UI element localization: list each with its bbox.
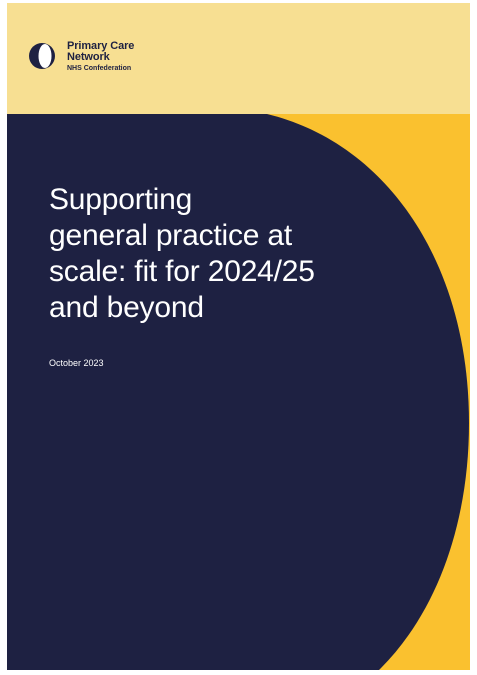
title-line: general practice at [49,219,293,252]
logo-text: Primary Care Network NHS Confederation [67,39,135,72]
header-band [7,3,470,114]
title-line: and beyond [49,291,204,324]
title-line: Supporting [49,183,193,216]
logo-network: Network [67,50,110,63]
logo-crescent-icon [29,43,55,69]
logo-primary-care: Primary Care [67,39,135,52]
logo-nhs-confederation: NHS Confederation [67,64,132,72]
logo: Primary Care Network NHS Confederation [27,40,134,72]
navy-arc-shape [7,114,469,670]
publication-date: October 2023 [49,358,104,368]
cover-page: Primary Care Network NHS Confederation S… [7,3,470,670]
title-line: scale: fit for 2024/25 [49,255,315,288]
cover-title: Supporting general practice at scale: fi… [49,182,409,326]
